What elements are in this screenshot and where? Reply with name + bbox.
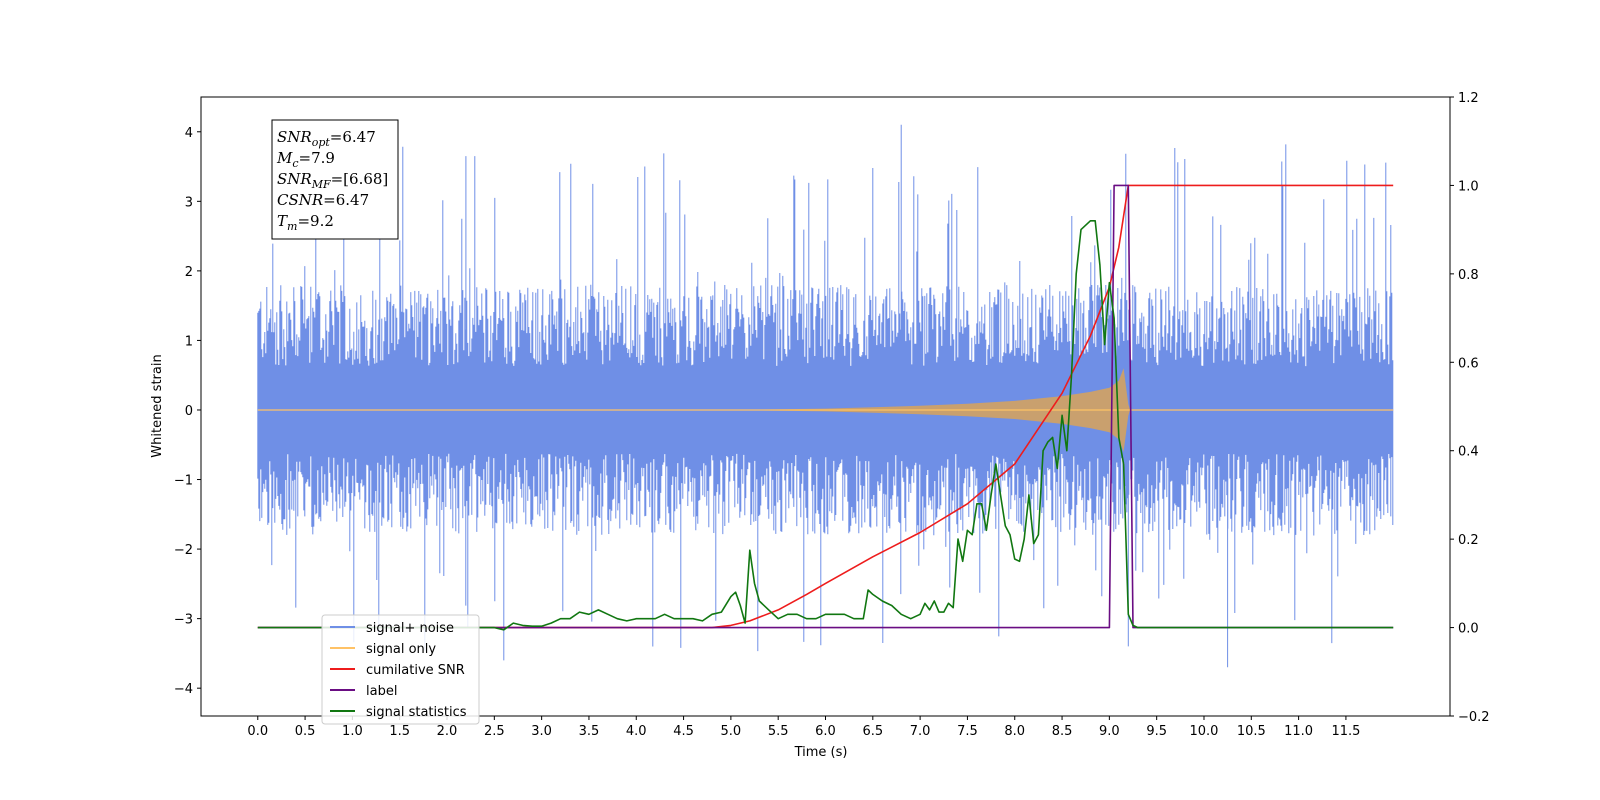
x-tick-label: 6.5 <box>862 724 883 739</box>
x-tick-label: 5.5 <box>768 724 789 739</box>
annotation-line: CSNR=6.47 <box>277 191 369 209</box>
x-tick-label: 7.5 <box>957 724 978 739</box>
x-tick-label: 5.0 <box>721 724 742 739</box>
x-tick-label: 4.0 <box>626 724 647 739</box>
y-tick-label: 1 <box>185 334 193 349</box>
x-tick-label: 2.5 <box>484 724 505 739</box>
series-cumilative-snr <box>257 184 1394 629</box>
annotation-line: Mc=7.9 <box>276 149 335 170</box>
legend-entry: label <box>366 684 397 699</box>
x-tick-label: 8.5 <box>1052 724 1073 739</box>
y-tick-label: 4 <box>185 126 193 141</box>
y2-tick-label: 0.6 <box>1458 356 1479 371</box>
x-tick-label: 4.5 <box>673 724 694 739</box>
y2-tick-label: −0.2 <box>1458 710 1490 725</box>
y-axis-label: Whitened strain <box>150 354 165 457</box>
y-tick-label: −3 <box>174 613 193 628</box>
x-tick-label: 7.0 <box>910 724 931 739</box>
legend: signal+ noise signal only cumilative SNR la… <box>321 614 480 725</box>
x-tick-label: 9.5 <box>1146 724 1167 739</box>
y2-tick-label: 0.4 <box>1458 445 1479 460</box>
legend-entry: signal statistics <box>366 705 467 720</box>
x-tick-label: 1.0 <box>342 724 363 739</box>
annotation-line: Tm=9.2 <box>277 212 334 233</box>
x-tick-label: 1.5 <box>389 724 410 739</box>
x-tick-label: 0.0 <box>247 724 268 739</box>
x-axis: 0.0 0.5 1.0 1.5 2.0 2.5 3.0 3.5 4.0 4.5 5.0 5.5 6.0 6… <box>247 716 1360 739</box>
y-tick-label: −4 <box>174 682 193 697</box>
x-tick-label: 8.0 <box>1004 724 1025 739</box>
legend-frame <box>321 614 480 725</box>
x-tick-label: 11.5 <box>1331 724 1360 739</box>
plot-area <box>257 124 1394 668</box>
y2-tick-label: 0.8 <box>1458 268 1479 283</box>
y-axis-right: −0.2 0.0 0.2 0.4 0.6 0.8 1.0 1.2 <box>1450 91 1490 725</box>
y-tick-label: −1 <box>174 474 193 489</box>
x-tick-label: 6.0 <box>815 724 836 739</box>
y2-tick-label: 1.2 <box>1458 91 1479 106</box>
x-axis-label: Time (s) <box>794 745 848 760</box>
y-tick-label: 0 <box>185 404 193 419</box>
x-tick-label: 10.0 <box>1190 724 1219 739</box>
annotation-line: SNRopt=6.47 <box>277 128 376 149</box>
series-signal-statistics <box>257 220 1394 631</box>
y2-tick-label: 0.2 <box>1458 533 1479 548</box>
y-tick-label: 3 <box>185 195 193 210</box>
legend-entry: signal only <box>366 642 436 657</box>
annotation-line: SNRMF=[6.68] <box>277 170 388 191</box>
legend-entry: cumilative SNR <box>366 663 465 678</box>
series-signal-noise <box>257 124 1394 668</box>
x-tick-label: 2.0 <box>437 724 458 739</box>
x-tick-label: 0.5 <box>295 724 316 739</box>
y2-tick-label: 1.0 <box>1458 179 1479 194</box>
x-tick-label: 10.5 <box>1237 724 1266 739</box>
legend-entry: signal+ noise <box>366 621 454 636</box>
annotation-frame <box>271 119 399 240</box>
y2-tick-label: 0.0 <box>1458 622 1479 637</box>
y-axis-left: −4 −3 −2 −1 0 1 2 3 4 <box>174 126 201 697</box>
x-tick-label: 9.0 <box>1099 724 1120 739</box>
x-tick-label: 3.5 <box>579 724 600 739</box>
y-tick-label: 2 <box>185 265 193 280</box>
x-tick-label: 11.0 <box>1284 724 1313 739</box>
y-tick-label: −2 <box>174 543 193 558</box>
x-tick-label: 3.0 <box>531 724 552 739</box>
